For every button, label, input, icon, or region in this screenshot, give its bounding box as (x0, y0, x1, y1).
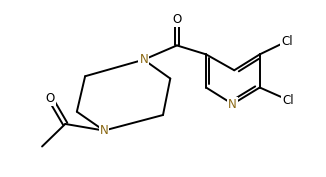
Text: N: N (100, 124, 109, 137)
Text: O: O (172, 13, 182, 26)
Text: N: N (140, 53, 148, 66)
Text: Cl: Cl (281, 35, 293, 48)
Text: O: O (46, 92, 55, 105)
Text: N: N (228, 98, 237, 111)
Text: Cl: Cl (282, 94, 294, 107)
